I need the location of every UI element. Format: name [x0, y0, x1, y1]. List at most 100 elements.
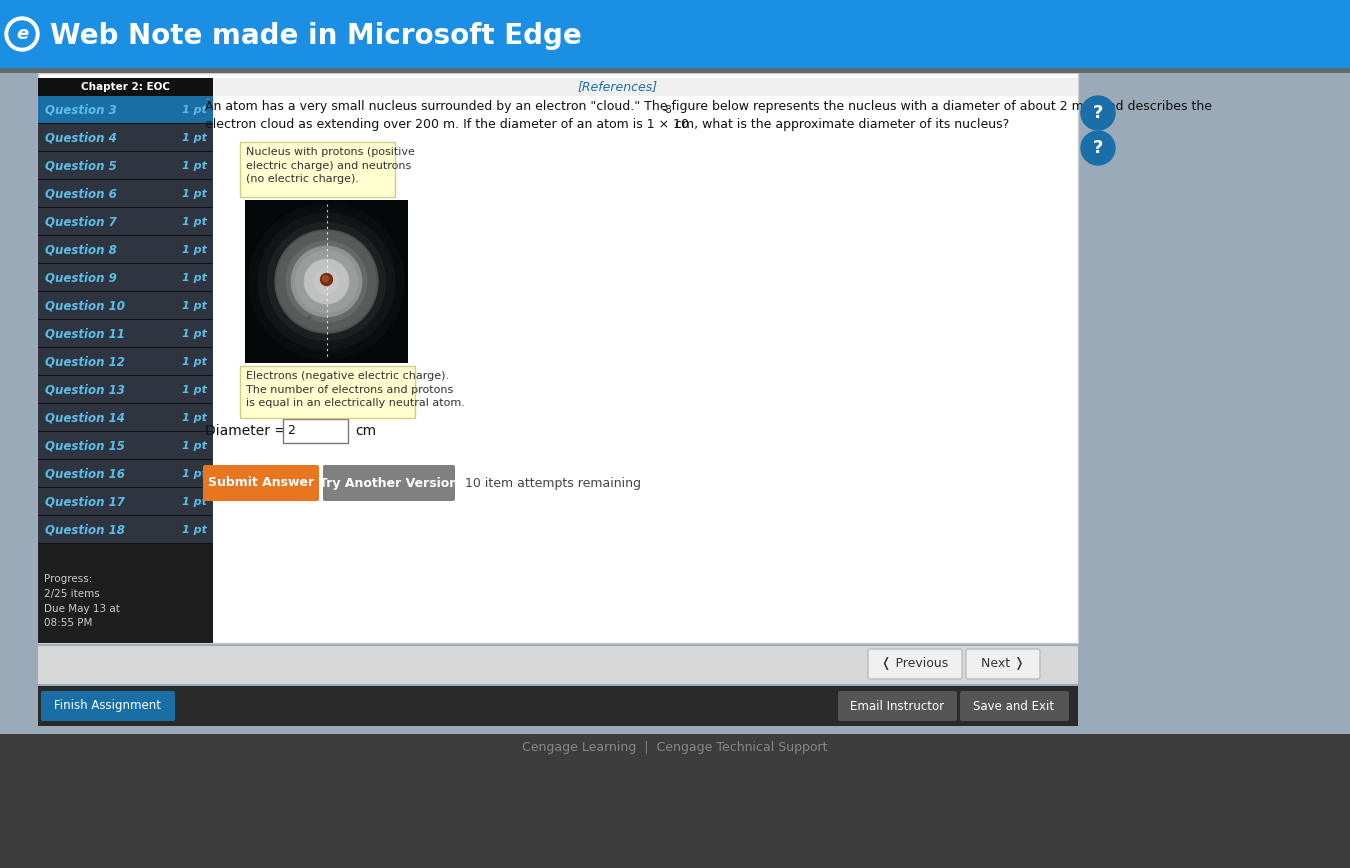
Bar — [38, 73, 1079, 643]
Text: Question 14: Question 14 — [45, 411, 124, 424]
Text: 1 pt: 1 pt — [182, 497, 207, 507]
Text: ?: ? — [1092, 104, 1103, 122]
Text: Question 13: Question 13 — [45, 384, 124, 397]
Bar — [213, 78, 1079, 96]
Text: 1 pt: 1 pt — [182, 217, 207, 227]
Bar — [38, 459, 213, 460]
Ellipse shape — [304, 260, 348, 304]
Text: Try Another Version: Try Another Version — [320, 477, 459, 490]
Bar — [38, 236, 213, 263]
Text: Question 5: Question 5 — [45, 160, 116, 173]
FancyBboxPatch shape — [323, 465, 455, 501]
Ellipse shape — [267, 222, 386, 341]
Text: ❬ Previous: ❬ Previous — [882, 657, 949, 670]
Bar — [38, 123, 213, 124]
Bar — [38, 376, 213, 403]
Text: Question 12: Question 12 — [45, 356, 124, 369]
Text: Diameter =: Diameter = — [205, 424, 290, 438]
Text: 1 pt: 1 pt — [182, 189, 207, 199]
Text: cm: cm — [355, 424, 377, 438]
Circle shape — [9, 21, 35, 47]
Bar — [38, 292, 213, 319]
Bar — [38, 179, 213, 180]
Bar — [38, 646, 1079, 684]
Circle shape — [1081, 131, 1115, 165]
Bar — [38, 432, 213, 459]
Text: Electrons (negative electric charge).
The number of electrons and protons
is equ: Electrons (negative electric charge). Th… — [246, 371, 464, 408]
Bar — [38, 347, 213, 348]
Bar — [38, 151, 213, 152]
Text: Question 6: Question 6 — [45, 187, 116, 201]
Bar — [38, 180, 213, 207]
Bar — [38, 431, 213, 432]
Bar — [38, 516, 213, 543]
Bar — [38, 124, 213, 151]
Bar — [0, 734, 1350, 868]
Text: e: e — [16, 25, 28, 43]
Bar — [38, 78, 213, 643]
Text: Chapter 2: EOC: Chapter 2: EOC — [81, 82, 170, 92]
FancyBboxPatch shape — [967, 649, 1040, 679]
FancyBboxPatch shape — [838, 691, 957, 721]
Text: electron cloud as extending over 200 m. If the diameter of an atom is 1 × 10: electron cloud as extending over 200 m. … — [205, 118, 688, 131]
Text: 1 pt: 1 pt — [182, 441, 207, 451]
Text: Email Instructor: Email Instructor — [850, 700, 944, 713]
Text: [References]: [References] — [578, 81, 657, 94]
Bar — [38, 686, 1079, 726]
Text: ?: ? — [1092, 139, 1103, 157]
FancyBboxPatch shape — [240, 366, 414, 418]
Text: Question 18: Question 18 — [45, 523, 124, 536]
Bar — [0, 68, 1350, 73]
Bar — [38, 403, 213, 404]
FancyBboxPatch shape — [868, 649, 963, 679]
Text: 1 pt: 1 pt — [182, 133, 207, 143]
Bar — [38, 207, 213, 208]
Text: 1 pt: 1 pt — [182, 273, 207, 283]
Ellipse shape — [304, 259, 350, 305]
Ellipse shape — [290, 246, 362, 318]
FancyBboxPatch shape — [240, 142, 396, 197]
Ellipse shape — [258, 213, 396, 351]
Text: Question 3: Question 3 — [45, 103, 116, 116]
Bar — [38, 320, 213, 347]
Bar — [38, 208, 213, 235]
Bar — [38, 488, 213, 515]
Text: 1 pt: 1 pt — [182, 385, 207, 395]
Text: Save and Exit: Save and Exit — [973, 700, 1054, 713]
Text: Question 4: Question 4 — [45, 131, 116, 144]
Text: Finish Assignment: Finish Assignment — [54, 700, 162, 713]
Text: Question 15: Question 15 — [45, 439, 124, 452]
FancyBboxPatch shape — [960, 691, 1069, 721]
Bar — [38, 348, 213, 375]
Bar — [0, 0, 1350, 68]
Text: ⌃: ⌃ — [204, 97, 212, 107]
FancyBboxPatch shape — [40, 691, 176, 721]
Circle shape — [323, 275, 328, 281]
Text: Question 11: Question 11 — [45, 327, 124, 340]
Text: 1 pt: 1 pt — [182, 469, 207, 479]
Bar — [38, 375, 213, 376]
Text: Submit Answer: Submit Answer — [208, 477, 315, 490]
Text: Question 7: Question 7 — [45, 215, 116, 228]
Text: 1 pt: 1 pt — [182, 245, 207, 255]
Text: 1 pt: 1 pt — [182, 105, 207, 115]
Ellipse shape — [277, 231, 377, 332]
Text: Progress:
2/25 items
Due May 13 at
08:55 PM: Progress: 2/25 items Due May 13 at 08:55… — [45, 574, 120, 628]
Text: Web Note made in Microsoft Edge: Web Note made in Microsoft Edge — [50, 22, 582, 50]
Circle shape — [1081, 96, 1115, 130]
Circle shape — [320, 273, 332, 286]
Text: Cengage Learning  |  Cengage Technical Support: Cengage Learning | Cengage Technical Sup… — [522, 741, 828, 754]
Ellipse shape — [285, 240, 367, 323]
Text: Question 10: Question 10 — [45, 299, 124, 312]
Text: 1 pt: 1 pt — [182, 161, 207, 171]
Bar — [284, 419, 348, 443]
Ellipse shape — [274, 229, 378, 333]
Text: 2: 2 — [288, 424, 294, 437]
Bar — [38, 235, 213, 236]
Text: Nucleus with protons (positive
electric charge) and neutrons
(no electric charge: Nucleus with protons (positive electric … — [246, 147, 414, 184]
Text: Question 17: Question 17 — [45, 496, 124, 509]
Text: Question 9: Question 9 — [45, 272, 116, 285]
Text: 1 pt: 1 pt — [182, 413, 207, 423]
Bar — [38, 264, 213, 291]
Bar — [38, 152, 213, 179]
